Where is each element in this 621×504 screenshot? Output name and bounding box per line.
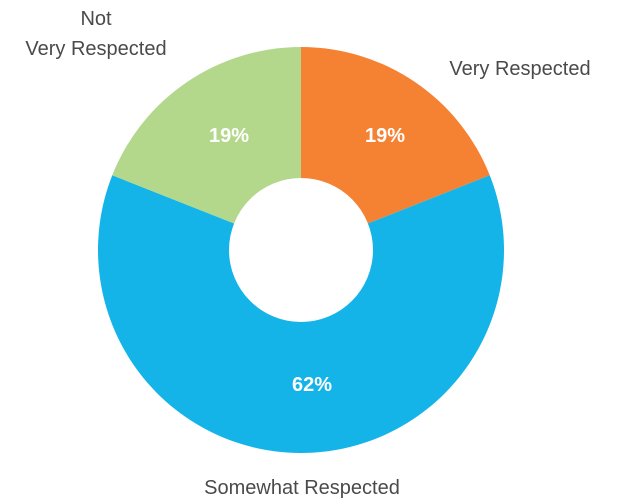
donut-hole xyxy=(229,178,373,322)
percent-label-not-very-respected: 19% xyxy=(209,125,249,147)
category-label-somewhat-respected: Somewhat Respected xyxy=(204,477,400,499)
category-label-very-respected: Very Respected xyxy=(449,58,590,80)
percent-label-somewhat-respected: 62% xyxy=(292,374,332,396)
category-label-not-very-respected-line2: Very Respected xyxy=(25,38,166,60)
labels-layer: Very Respected Somewhat Respected Not Ve… xyxy=(25,8,590,499)
category-label-not-very-respected-line1: Not xyxy=(80,8,112,30)
percent-label-very-respected: 19% xyxy=(365,125,405,147)
